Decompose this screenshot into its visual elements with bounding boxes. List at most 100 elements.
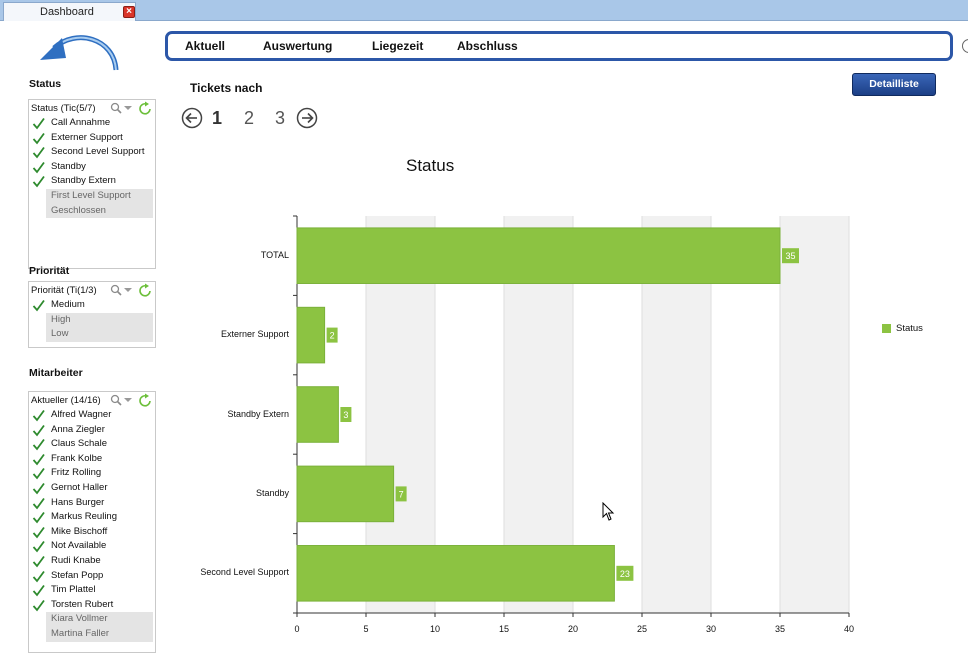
filter-item-unchecked[interactable]: Geschlossen: [46, 203, 153, 219]
data-label: 35: [785, 251, 795, 261]
checkmark-icon: [32, 299, 45, 312]
filter-header: Aktueller (14/16): [29, 392, 155, 408]
bar: [296, 465, 395, 523]
filter-item[interactable]: Fritz Rolling: [29, 466, 155, 481]
tab-strip: Dashboard ×: [0, 0, 968, 21]
bar: [296, 545, 615, 602]
nav-liegezeit[interactable]: Liegezeit: [372, 39, 424, 53]
filter-item-label: Hans Burger: [51, 496, 105, 508]
data-label: 2: [330, 331, 335, 341]
filter-item[interactable]: Torsten Rubert: [29, 598, 155, 613]
filter-item-label: Markus Reuling: [51, 511, 117, 523]
checkmark-icon: [32, 132, 45, 145]
mitarbeiter-section-title: Mitarbeiter: [29, 367, 83, 379]
filter-item[interactable]: Externer Support: [29, 131, 155, 146]
nav-abschluss[interactable]: Abschluss: [457, 39, 518, 53]
search-icon[interactable]: [110, 394, 122, 406]
x-tick-label: 30: [705, 624, 716, 634]
nav-aktuell[interactable]: Aktuell: [185, 39, 226, 53]
x-tick-label: 25: [636, 624, 647, 634]
checkmark-icon: [32, 541, 45, 553]
filter-item[interactable]: Gernot Haller: [29, 481, 155, 496]
previous-page-icon[interactable]: [181, 107, 203, 129]
filter-item-label: Call Annahme: [51, 117, 111, 128]
category-label: Standby: [255, 487, 289, 498]
checkmark-icon: [32, 512, 45, 524]
checkmark-icon: [32, 176, 45, 188]
category-label: TOTAL: [260, 249, 289, 260]
filter-item[interactable]: Mike Bischoff: [29, 525, 155, 540]
filter-item-label: Gernot Haller: [51, 481, 108, 493]
checkmark-icon: [32, 599, 45, 612]
filter-list: Alfred Wagner Anna Ziegler Claus Schale …: [29, 408, 155, 642]
checkmark-icon: [32, 585, 45, 597]
close-icon[interactable]: ×: [123, 6, 135, 18]
filter-item[interactable]: Stefan Popp: [29, 569, 155, 584]
chevron-down-icon[interactable]: [124, 104, 132, 112]
filter-item-label: Frank Kolbe: [51, 452, 103, 464]
page-2[interactable]: 2: [244, 108, 255, 128]
filter-item-unchecked[interactable]: Martina Faller: [46, 626, 153, 642]
search-icon[interactable]: [110, 102, 122, 114]
checkmark-icon: [32, 570, 45, 582]
filter-item-unchecked[interactable]: Kiara Vollmer: [46, 612, 153, 627]
mouse-cursor-icon: [602, 502, 615, 521]
refresh-icon[interactable]: [138, 393, 153, 408]
filter-item[interactable]: Frank Kolbe: [29, 452, 155, 467]
checkmark-icon: [32, 409, 45, 422]
filter-item-label: Tim Plattel: [51, 584, 96, 596]
filter-header-label: Status (Tic(5/7): [31, 103, 96, 114]
filter-item-label: Externer Support: [51, 131, 123, 143]
filter-item-unchecked[interactable]: High: [46, 312, 153, 328]
filter-header-label: Priorität (Ti(1/3): [31, 285, 97, 296]
filter-item[interactable]: Not Available: [29, 539, 155, 554]
filter-item[interactable]: Hans Burger: [29, 496, 155, 511]
category-label: Externer Support: [220, 329, 289, 340]
filter-item[interactable]: Medium: [29, 298, 155, 313]
filter-item-label: Standby: [51, 160, 86, 172]
data-label-box: [616, 565, 634, 581]
filter-list: Medium High Low: [29, 298, 155, 342]
filter-item[interactable]: Second Level Support: [29, 145, 155, 160]
checkmark-icon: [32, 439, 45, 451]
filter-item[interactable]: Standby: [29, 160, 155, 175]
back-arrow-icon[interactable]: [36, 30, 122, 74]
nav-auswertung[interactable]: Auswertung: [263, 39, 333, 53]
x-tick-label: 5: [363, 624, 369, 634]
main-nav: Aktuell Auswertung Liegezeit Abschluss: [165, 31, 953, 61]
search-icon[interactable]: [110, 284, 122, 296]
status-section-title: Status: [29, 78, 62, 90]
filter-list: Call Annahme Externer Support Second Lev…: [29, 116, 155, 219]
tab-label: Dashboard: [40, 6, 94, 18]
filter-item[interactable]: Call Annahme: [29, 116, 155, 131]
detailliste-button[interactable]: Detailliste: [852, 73, 936, 96]
legend-label: Status: [896, 323, 923, 334]
filter-item-label: Second Level Support: [51, 146, 145, 158]
filter-item-label: Alfred Wagner: [51, 409, 112, 420]
filter-item[interactable]: Anna Ziegler: [29, 423, 155, 438]
next-page-icon[interactable]: [296, 107, 318, 129]
x-tick-label: 20: [567, 624, 578, 634]
x-tick-label: 35: [774, 624, 785, 634]
filter-item[interactable]: Standby Extern: [29, 174, 155, 189]
refresh-icon[interactable]: [138, 101, 153, 116]
filter-item-unchecked[interactable]: Low: [46, 327, 153, 342]
refresh-icon[interactable]: [138, 283, 153, 298]
chevron-down-icon[interactable]: [124, 396, 132, 404]
page-3[interactable]: 3: [275, 108, 286, 128]
filter-item[interactable]: Alfred Wagner: [29, 408, 155, 423]
filter-item[interactable]: Tim Plattel: [29, 583, 155, 598]
filter-item-unchecked[interactable]: First Level Support: [46, 188, 153, 204]
filter-item[interactable]: Claus Schale: [29, 437, 155, 452]
page-1[interactable]: 1: [212, 108, 223, 128]
data-label: 23: [620, 569, 630, 579]
tab-dashboard[interactable]: Dashboard ×: [3, 2, 136, 21]
filter-item[interactable]: Rudi Knabe: [29, 554, 155, 569]
filter-item[interactable]: Markus Reuling: [29, 510, 155, 525]
status-filter: Status (Tic(5/7) Call Annahme Externer S…: [28, 99, 156, 269]
grid-band: [780, 216, 849, 613]
chevron-down-icon[interactable]: [124, 286, 132, 294]
mitarbeiter-filter: Aktueller (14/16) Alfred Wagner Anna Zie…: [28, 391, 156, 653]
x-tick-label: 0: [294, 624, 300, 634]
